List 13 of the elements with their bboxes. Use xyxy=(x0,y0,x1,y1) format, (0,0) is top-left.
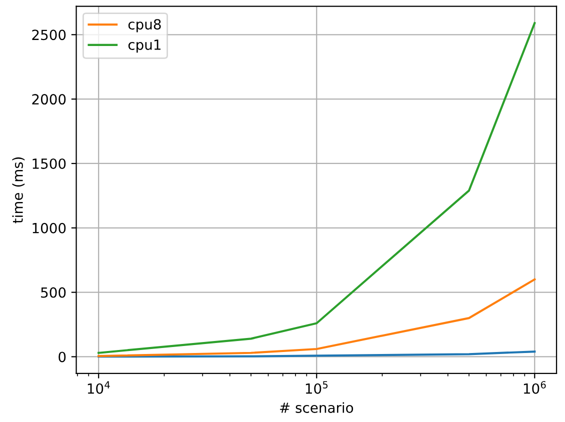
y-tick-label: 2500 xyxy=(32,30,66,40)
x-tick-label: 10$^{4}$ xyxy=(88,381,110,394)
x-tick-label: 10$^{5}$ xyxy=(306,381,328,394)
x-tick-label: 10$^{6}$ xyxy=(524,381,546,394)
y-tick-label: 500 xyxy=(41,287,66,298)
legend-label: cpu1 xyxy=(128,40,160,53)
legend-label: cpu8 xyxy=(128,19,161,32)
y-tick-label: 1000 xyxy=(32,222,66,234)
y-tick-label: 0 xyxy=(58,352,66,362)
y-axis-title: time (ms) xyxy=(12,157,25,224)
y-tick-label: 2000 xyxy=(32,94,66,105)
x-axis-title: # scenario xyxy=(280,402,354,413)
y-tick-label: 1500 xyxy=(32,158,66,169)
